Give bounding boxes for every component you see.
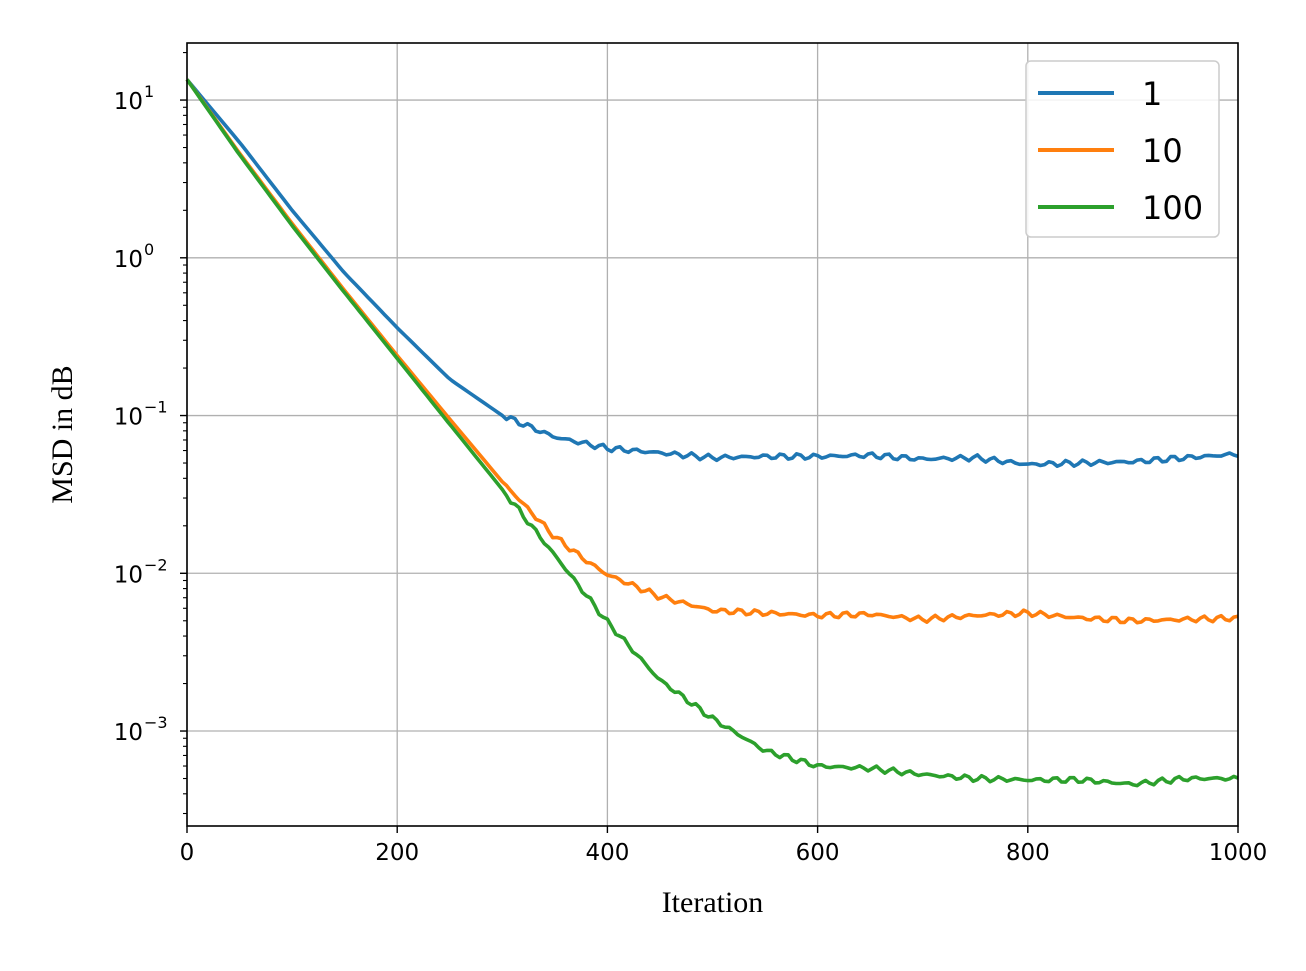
y-tick-label-exponent: −2 [144, 555, 168, 574]
legend-label: 100 [1142, 189, 1203, 227]
plot-area-frame [186, 42, 1239, 827]
series-line-1 [185, 78, 1239, 469]
y-tick-label-exponent: 1 [144, 82, 154, 101]
grid-lines [186, 43, 1239, 826]
legend-label: 10 [1142, 132, 1183, 170]
y-tick-label: 10 [114, 89, 143, 115]
legend-box [1025, 60, 1220, 238]
y-tick-label-exponent: −3 [144, 713, 168, 732]
y-tick-label-base: 10 [114, 720, 143, 746]
y-tick-label-base: 10 [114, 89, 143, 115]
x-tick-label: 800 [1006, 840, 1050, 866]
y-tick-label: 10 [114, 405, 143, 431]
y-tick-label-exponent: 0 [144, 240, 154, 259]
x-tick-label: 1000 [1209, 840, 1268, 866]
y-axis-title: MSD in dB [46, 365, 79, 503]
series-line-100 [185, 78, 1239, 788]
series-lines [185, 78, 1239, 788]
legend-label: 1 [1142, 75, 1162, 113]
y-tick-label-base: 10 [114, 562, 143, 588]
x-tick-label: 0 [180, 840, 195, 866]
x-tick-label: 400 [585, 840, 629, 866]
x-axis-title: Iteration [662, 886, 764, 919]
y-tick-label-base: 10 [114, 247, 143, 273]
x-tick-label: 600 [796, 840, 840, 866]
legend: 1 10 100 [1025, 60, 1220, 238]
y-tick-label: 10 [114, 562, 143, 588]
y-tick-label: 10 [114, 247, 143, 273]
x-tick-label: 200 [375, 840, 419, 866]
y-tick-label: 10 [114, 720, 143, 746]
y-tick-label-base: 10 [114, 405, 143, 431]
y-tick-label-exponent: −1 [144, 398, 168, 417]
